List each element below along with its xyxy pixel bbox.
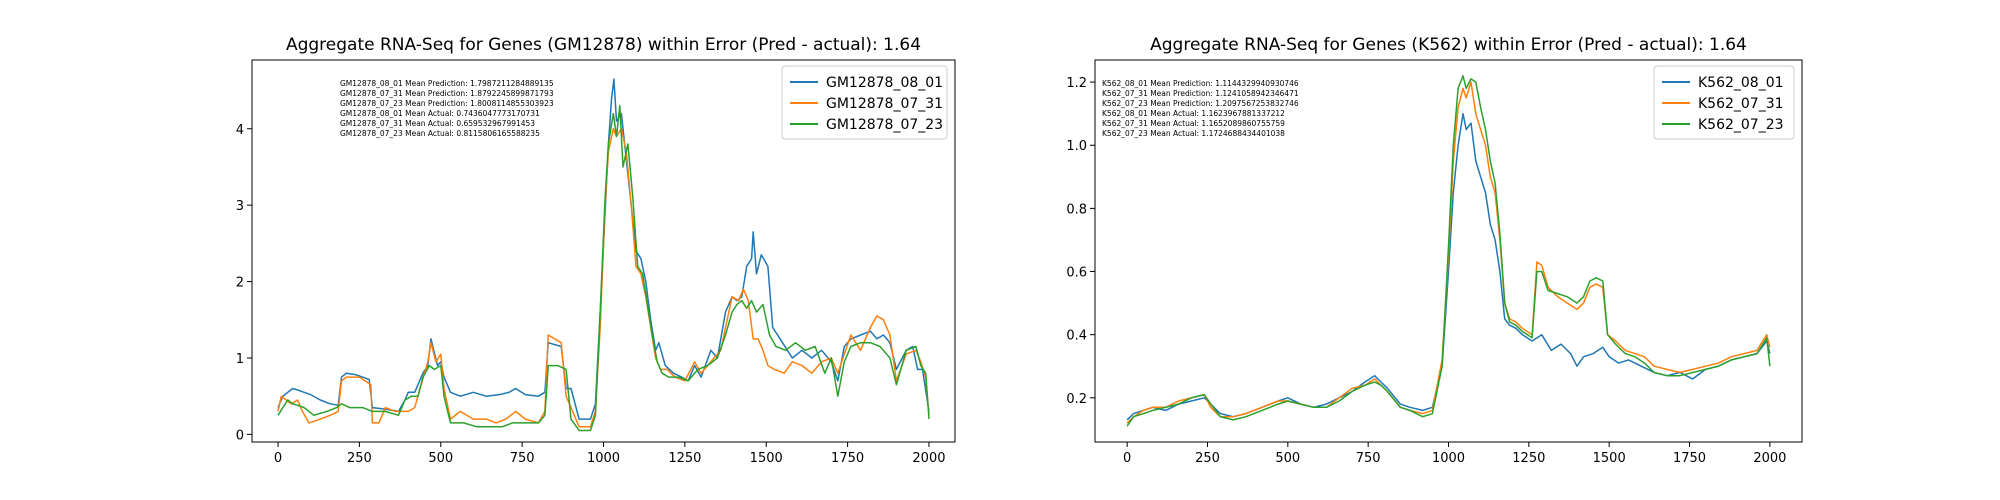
x-tick-label: 250 — [347, 451, 372, 466]
legend-box — [1653, 65, 1795, 140]
mean-annotation: K562_07_23 Mean Actual: 1.17246884344010… — [1102, 129, 1285, 138]
x-tick-label: 0 — [1123, 451, 1131, 466]
series-line-k562-07-31 — [1126, 81, 1771, 424]
x-tick-label: 1000 — [587, 451, 620, 466]
legend-label: K562_08_01 — [1698, 75, 1784, 91]
y-tick-label: 0 — [236, 428, 244, 443]
legend-label: GM12878_07_31 — [826, 96, 943, 112]
mean-annotation: GM12878_07_23 Mean Actual: 0.81158061655… — [340, 129, 540, 138]
legend-label: K562_07_23 — [1698, 117, 1784, 133]
chart-title: Aggregate RNA-Seq for Genes (K562) withi… — [1150, 35, 1747, 55]
x-tick-label: 1250 — [668, 451, 701, 466]
chart-panel-k562: Aggregate RNA-Seq for Genes (K562) withi… — [1066, 35, 1803, 466]
series-line-k562-07-23 — [1126, 75, 1771, 427]
x-tick-label: 2000 — [912, 451, 945, 466]
y-tick-label: 1.0 — [1066, 139, 1087, 154]
x-tick-label: 1000 — [1432, 451, 1465, 466]
x-tick-label: 500 — [1275, 451, 1300, 466]
y-tick-label: 0.2 — [1066, 392, 1087, 407]
mean-annotation: K562_07_23 Mean Prediction: 1.2097567253… — [1102, 99, 1299, 108]
y-tick-label: 0.6 — [1066, 266, 1087, 281]
y-tick-label: 3 — [236, 199, 244, 214]
mean-annotation: GM12878_08_01 Mean Actual: 0.74360477731… — [340, 109, 540, 118]
x-tick-label: 500 — [428, 451, 453, 466]
y-tick-label: 0.8 — [1066, 202, 1087, 217]
series-line-gm12878-07-31 — [277, 128, 930, 428]
legend-label: K562_07_31 — [1698, 96, 1784, 112]
x-tick-label: 0 — [274, 451, 282, 466]
mean-annotation: K562_08_01 Mean Actual: 1.16239678813372… — [1102, 109, 1285, 118]
y-tick-label: 1.2 — [1066, 76, 1087, 91]
chart-panel-gm12878: Aggregate RNA-Seq for Genes (GM12878) wi… — [236, 35, 956, 466]
mean-annotation: GM12878_07_31 Mean Prediction: 1.8792245… — [340, 89, 554, 98]
x-tick-label: 1250 — [1512, 451, 1545, 466]
mean-annotation: K562_07_31 Mean Actual: 1.16520898607557… — [1102, 119, 1285, 128]
series-line-gm12878-07-23 — [277, 105, 930, 432]
legend-label: GM12878_07_23 — [826, 117, 943, 133]
x-tick-label: 1500 — [1593, 451, 1626, 466]
y-tick-label: 0.4 — [1066, 329, 1087, 344]
mean-annotation: GM12878_07_31 Mean Actual: 0.65953296799… — [340, 119, 535, 128]
x-tick-label: 2000 — [1753, 451, 1786, 466]
y-tick-label: 4 — [236, 123, 244, 138]
y-tick-label: 1 — [236, 352, 244, 367]
mean-annotation: K562_07_31 Mean Prediction: 1.1241058942… — [1102, 89, 1299, 98]
legend-label: GM12878_08_01 — [826, 75, 943, 91]
legend-box — [781, 65, 948, 140]
mean-annotation: K562_08_01 Mean Prediction: 1.1144329940… — [1102, 79, 1299, 88]
x-tick-label: 750 — [1356, 451, 1381, 466]
y-tick-label: 2 — [236, 276, 244, 291]
x-tick-label: 250 — [1195, 451, 1220, 466]
mean-annotation: GM12878_08_01 Mean Prediction: 1.7987211… — [340, 79, 554, 88]
mean-annotation: GM12878_07_23 Mean Prediction: 1.8008114… — [340, 99, 554, 108]
x-tick-label: 1500 — [750, 451, 783, 466]
axes-frame — [251, 59, 956, 443]
chart-title: Aggregate RNA-Seq for Genes (GM12878) wi… — [286, 35, 921, 55]
x-tick-label: 1750 — [1673, 451, 1706, 466]
x-tick-label: 1750 — [831, 451, 864, 466]
x-tick-label: 750 — [510, 451, 535, 466]
axes-frame — [1094, 59, 1803, 443]
